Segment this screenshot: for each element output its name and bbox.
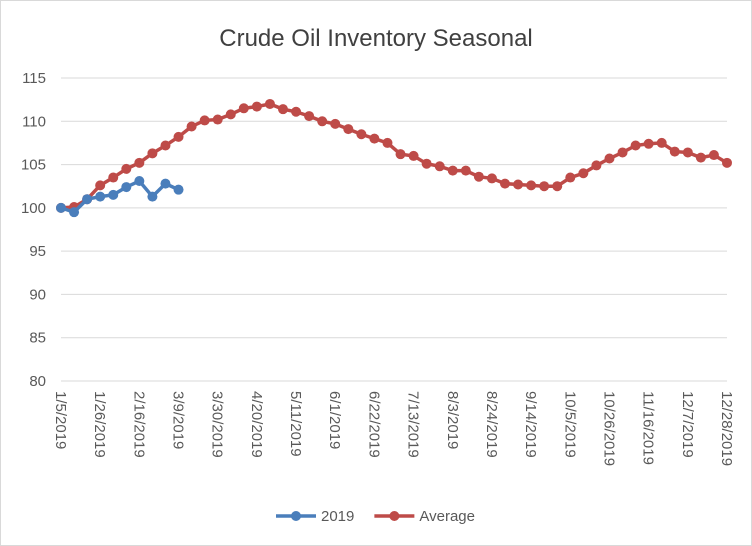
x-tick-label: 11/16/2019	[640, 391, 657, 465]
data-point	[460, 165, 471, 176]
data-point	[552, 181, 563, 192]
chart-title: Crude Oil Inventory Seasonal	[219, 25, 533, 52]
data-point	[160, 140, 171, 151]
data-point	[95, 180, 106, 191]
x-tick-label: 10/5/2019	[561, 391, 578, 458]
data-point	[238, 103, 249, 114]
x-tick-label: 8/24/2019	[483, 391, 500, 458]
data-point	[708, 150, 719, 161]
data-point	[108, 172, 119, 183]
x-tick-label: 3/30/2019	[209, 391, 226, 458]
x-tick-label: 10/26/2019	[600, 391, 617, 466]
data-point	[330, 118, 341, 129]
data-point	[160, 178, 171, 189]
data-point	[513, 179, 524, 190]
data-point	[147, 191, 158, 202]
x-tick-label: 3/9/2019	[170, 391, 187, 449]
y-tick-label: 115	[22, 70, 46, 87]
series-line	[60, 102, 728, 210]
data-point	[539, 181, 550, 192]
data-point	[264, 98, 275, 109]
x-tick-label: 1/5/2019	[52, 391, 69, 449]
x-tick-label: 7/13/2019	[405, 391, 422, 458]
data-point	[369, 133, 380, 144]
y-tick-label: 110	[22, 113, 46, 130]
x-tick-label: 6/1/2019	[326, 391, 343, 449]
data-point	[486, 173, 497, 184]
data-point	[643, 138, 654, 149]
data-point	[682, 147, 693, 158]
series-line	[60, 178, 180, 215]
data-point	[604, 153, 615, 164]
x-tick-label: 1/26/2019	[91, 391, 108, 458]
data-point	[382, 137, 393, 148]
x-tick-label: 8/3/2019	[444, 391, 461, 449]
data-point	[225, 109, 236, 120]
data-point	[186, 121, 197, 132]
x-tick-label: 4/20/2019	[248, 391, 265, 458]
legend-marker	[291, 511, 301, 521]
y-tick-label: 90	[29, 286, 46, 303]
data-point	[121, 182, 132, 193]
data-point	[565, 172, 576, 183]
data-point	[343, 124, 354, 135]
data-point	[408, 150, 419, 161]
y-tick-label: 85	[29, 330, 46, 347]
data-point	[173, 184, 184, 195]
data-point	[251, 101, 262, 112]
data-point	[722, 157, 732, 168]
data-point	[304, 111, 315, 122]
legend-label: 2019	[321, 508, 354, 525]
data-point	[69, 207, 80, 218]
data-point	[121, 163, 132, 174]
x-tick-label: 2/16/2019	[130, 391, 147, 458]
data-point	[108, 189, 119, 200]
y-tick-label: 95	[29, 243, 46, 260]
legend-label: Average	[419, 508, 475, 525]
data-point	[656, 137, 667, 148]
data-point	[291, 106, 302, 117]
legend-marker	[389, 511, 400, 521]
y-tick-label: 105	[21, 157, 46, 174]
data-point	[500, 178, 510, 189]
data-point	[278, 104, 288, 115]
x-tick-label: 6/22/2019	[365, 391, 382, 458]
x-tick-label: 12/7/2019	[679, 391, 696, 458]
data-point	[473, 171, 484, 182]
data-point	[173, 131, 184, 142]
data-point	[434, 161, 445, 172]
data-point	[591, 160, 602, 171]
y-tick-label: 100	[21, 200, 46, 217]
data-point	[578, 168, 589, 179]
data-point	[317, 116, 328, 127]
data-point	[82, 194, 93, 205]
data-point	[134, 176, 145, 187]
data-point	[356, 129, 367, 140]
data-point	[447, 165, 458, 176]
data-point	[617, 147, 628, 158]
data-point	[56, 202, 66, 213]
x-tick-label: 12/28/2019	[718, 391, 735, 466]
data-point	[395, 149, 406, 160]
data-point	[630, 140, 641, 151]
data-point	[526, 180, 537, 191]
y-tick-label: 80	[29, 373, 46, 390]
data-point	[669, 146, 680, 157]
data-point	[147, 148, 158, 159]
x-tick-label: 9/14/2019	[522, 391, 539, 458]
data-point	[421, 158, 432, 169]
data-point	[134, 157, 145, 168]
data-point	[212, 114, 223, 125]
data-point	[95, 191, 106, 202]
data-point	[695, 152, 706, 163]
data-point	[199, 115, 210, 126]
x-tick-label: 5/11/2019	[287, 391, 304, 457]
